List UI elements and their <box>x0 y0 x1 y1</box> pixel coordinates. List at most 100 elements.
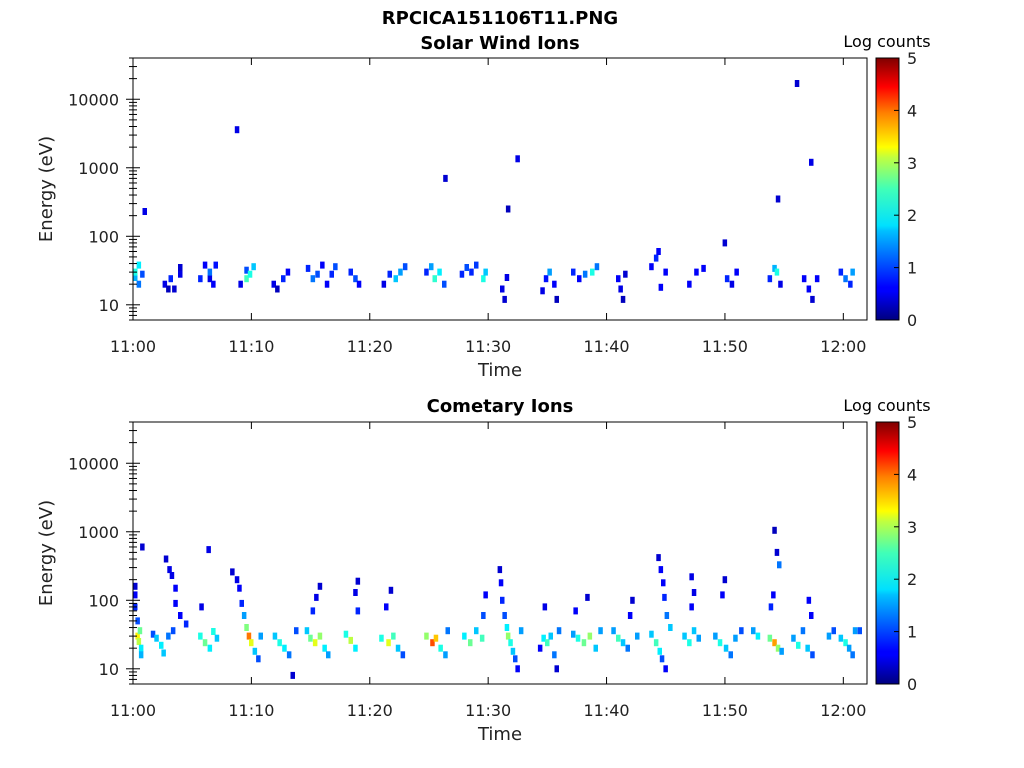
heatmap-cell <box>443 651 448 659</box>
heatmap-cell <box>312 639 318 647</box>
heatmap-cell <box>831 627 836 635</box>
heatmap-cell <box>348 268 353 276</box>
heatmap-cell <box>230 568 235 576</box>
heatmap-cell <box>653 254 659 262</box>
panel-title-solar-wind: Solar Wind Ions <box>420 33 579 54</box>
heatmap-cell <box>687 280 692 288</box>
heatmap-cell <box>320 261 325 269</box>
heatmap-cell <box>838 268 844 276</box>
heatmap-cell <box>513 655 518 663</box>
heatmap-cell <box>810 651 815 659</box>
heatmap-cell <box>379 634 384 642</box>
heatmap-cell <box>258 632 263 640</box>
heatmap-cell <box>623 270 628 278</box>
heatmap-cell <box>581 639 587 647</box>
heatmap-cell <box>207 275 213 283</box>
heatmap-cell <box>353 275 358 283</box>
heatmap-cell <box>251 263 256 271</box>
heatmap-cell <box>547 268 552 276</box>
colorbar-label-cometary: Log counts <box>843 396 930 415</box>
heatmap-cell <box>755 632 761 640</box>
heatmap-cell <box>554 665 559 673</box>
colorbar-tick-label: 1 <box>907 259 917 278</box>
heatmap-cell <box>801 275 807 283</box>
x-tick-label: 11:10 <box>228 337 274 356</box>
heatmap-cell <box>329 270 334 278</box>
heatmap-cell <box>381 280 387 288</box>
heatmap-cell <box>168 275 173 283</box>
heatmap-cell <box>237 584 242 592</box>
x-tick-label: 11:20 <box>347 337 393 356</box>
heatmap-cell <box>136 261 142 269</box>
heatmap-cell <box>464 264 469 271</box>
heatmap-cell <box>826 632 832 640</box>
x-tick-label: 11:00 <box>110 701 156 720</box>
x-axis-solar-wind: 11:00 11:10 11:20 11:30 11:40 11:50 12:00 <box>110 58 866 356</box>
heatmap-cell <box>424 632 429 640</box>
heatmap-cell <box>438 644 443 652</box>
x-tick-label: 11:50 <box>702 701 748 720</box>
heatmap-cell <box>663 268 668 276</box>
heatmap-cell <box>424 268 429 276</box>
x-tick-label: 11:40 <box>583 701 629 720</box>
colorbar-tick-label: 0 <box>907 675 917 694</box>
heatmap-cell <box>304 627 310 635</box>
heatmap-cell <box>207 268 213 276</box>
heatmap-cell <box>552 651 557 659</box>
heatmap-cell <box>779 647 784 655</box>
heatmap-cell <box>508 639 513 647</box>
heatmap-cell <box>169 572 175 579</box>
heatmap-cell <box>285 268 291 276</box>
heatmap-cell <box>459 270 465 278</box>
heatmap-cell <box>620 639 626 647</box>
heatmap-cell <box>398 268 403 276</box>
heatmap-cell <box>310 275 316 283</box>
x-tick-label: 11:00 <box>110 337 156 356</box>
heatmap-cell <box>308 634 313 642</box>
heatmap-cell <box>500 596 505 604</box>
heatmap-cell <box>510 647 516 655</box>
heatmap-cell <box>791 634 796 642</box>
colorbar-tick-label: 4 <box>907 465 917 484</box>
heatmap-cell <box>133 274 138 281</box>
colorbar-tick-label: 5 <box>907 49 917 68</box>
heatmap-cell <box>355 577 361 585</box>
heatmap-cell <box>252 647 258 655</box>
heatmap-cell <box>794 80 800 87</box>
heatmap-cell <box>537 644 543 652</box>
heatmap-cell <box>778 280 783 288</box>
heatmap-cell <box>173 584 178 592</box>
heatmap-cell <box>657 647 662 655</box>
heatmap-cell <box>571 268 576 276</box>
heatmap-cell <box>723 644 729 652</box>
y-tick-label: 10000 <box>68 90 119 109</box>
heatmap-cell <box>271 280 276 288</box>
heatmap-cell <box>178 270 183 278</box>
heatmap-cell <box>213 261 218 269</box>
heatmap-cell <box>202 261 208 269</box>
x-tick-label: 11:50 <box>702 337 748 356</box>
heatmap-cell <box>443 174 448 182</box>
heatmap-cell <box>515 665 520 673</box>
heatmap-cell <box>504 274 510 281</box>
heatmap-cell <box>474 261 479 269</box>
colorbar-ticks-cometary: 0 1 2 3 4 5 <box>894 413 917 694</box>
heatmap-cell <box>658 566 664 574</box>
heatmap-cell <box>324 280 330 288</box>
heatmap-cell <box>635 632 640 640</box>
y-tick-label: 100 <box>88 591 119 610</box>
heatmap-cell <box>498 579 504 587</box>
x-tick-label: 11:10 <box>228 701 274 720</box>
heatmap-cell <box>775 644 781 652</box>
heatmap-cell <box>777 561 782 569</box>
heatmap-cell <box>356 280 362 288</box>
x-tick-label: 11:30 <box>465 701 511 720</box>
y-tick-label: 1000 <box>78 159 119 178</box>
colorbar-tick-label: 5 <box>907 413 917 432</box>
heatmap-cell <box>388 586 394 594</box>
heatmap-cell <box>593 644 598 652</box>
heatmap-cell <box>202 639 208 647</box>
heatmap-cell <box>552 280 557 288</box>
heatmap-cell <box>393 275 398 283</box>
heatmap-cell <box>809 158 814 166</box>
